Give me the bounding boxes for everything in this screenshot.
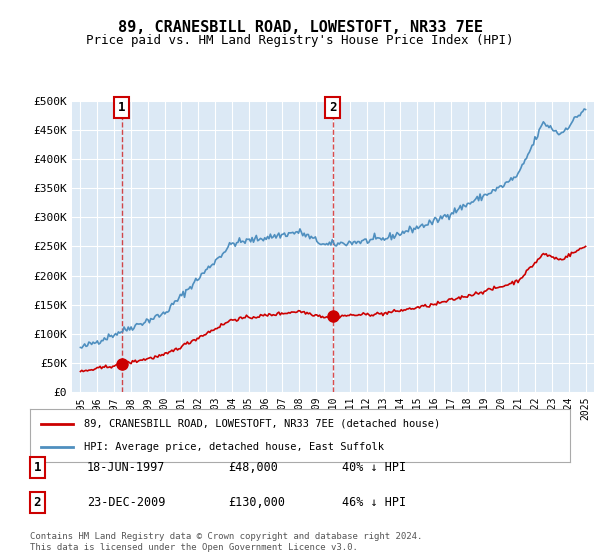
Text: 89, CRANESBILL ROAD, LOWESTOFT, NR33 7EE: 89, CRANESBILL ROAD, LOWESTOFT, NR33 7EE <box>118 20 482 35</box>
Text: Price paid vs. HM Land Registry's House Price Index (HPI): Price paid vs. HM Land Registry's House … <box>86 34 514 46</box>
Text: HPI: Average price, detached house, East Suffolk: HPI: Average price, detached house, East… <box>84 442 384 452</box>
Text: 1: 1 <box>34 461 41 474</box>
Text: 23-DEC-2009: 23-DEC-2009 <box>87 496 166 509</box>
Text: 18-JUN-1997: 18-JUN-1997 <box>87 461 166 474</box>
Text: £48,000: £48,000 <box>228 461 278 474</box>
Text: £130,000: £130,000 <box>228 496 285 509</box>
Text: Contains HM Land Registry data © Crown copyright and database right 2024.
This d: Contains HM Land Registry data © Crown c… <box>30 532 422 552</box>
Text: 2: 2 <box>329 101 337 114</box>
Text: 2: 2 <box>34 496 41 509</box>
Text: 40% ↓ HPI: 40% ↓ HPI <box>342 461 406 474</box>
Text: 89, CRANESBILL ROAD, LOWESTOFT, NR33 7EE (detached house): 89, CRANESBILL ROAD, LOWESTOFT, NR33 7EE… <box>84 419 440 429</box>
Text: 46% ↓ HPI: 46% ↓ HPI <box>342 496 406 509</box>
Text: 1: 1 <box>118 101 125 114</box>
